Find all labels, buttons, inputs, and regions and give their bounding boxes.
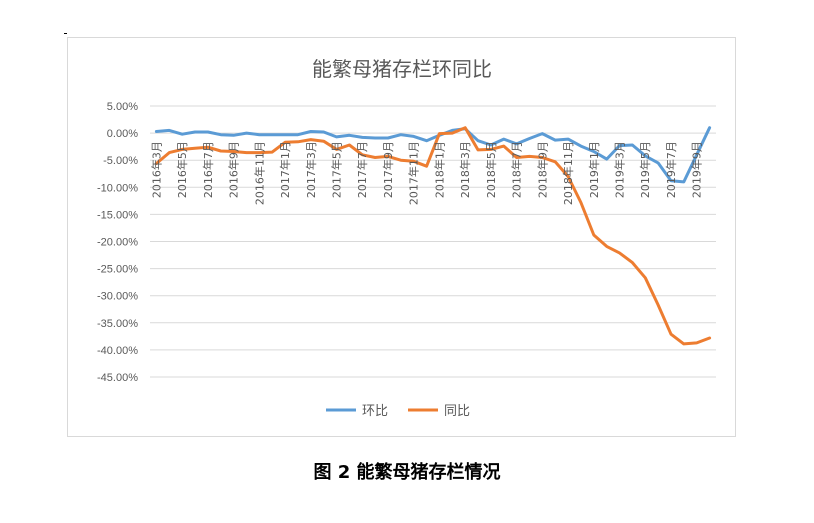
x-tick-label: 2019年9月	[690, 141, 704, 198]
legend-label-1: 环比	[362, 404, 388, 419]
legend-label-2: 同比	[444, 404, 470, 419]
x-tick-label: 2018年1月	[432, 141, 446, 198]
x-tick-label: 2016年5月	[175, 141, 189, 198]
chart-title: 能繁母猪存栏环同比	[312, 57, 492, 81]
y-tick-label: -5.00%	[103, 155, 138, 167]
x-tick-label: 2017年11月	[407, 141, 421, 205]
x-tick-label: 2019年7月	[664, 141, 678, 198]
x-tick-label: 2016年3月	[149, 141, 163, 198]
y-tick-label: 0.00%	[107, 128, 138, 140]
figure-caption: 图 2 能繁母猪存栏情况	[313, 462, 501, 483]
x-tick-label: 2019年3月	[613, 141, 627, 198]
y-tick-label: -30.00%	[97, 291, 138, 303]
x-tick-label: 2017年3月	[304, 141, 318, 198]
x-tick-label: 2017年5月	[330, 141, 344, 198]
corner-mark	[64, 33, 67, 34]
y-tick-label: -25.00%	[97, 264, 138, 276]
y-tick-label: 5.00%	[107, 101, 138, 113]
series-line-2	[154, 126, 712, 346]
y-tick-label: -10.00%	[97, 182, 138, 194]
x-tick-label: 2017年9月	[381, 141, 395, 198]
line-chart: 能繁母猪存栏环同比 5.00% 0.00% -5.00% -10.00% -15.00% -…	[97, 57, 716, 419]
x-tick-label: 2017年1月	[278, 141, 292, 198]
y-tick-label: -45.00%	[97, 372, 138, 384]
x-tick-label: 2016年11月	[252, 141, 266, 205]
x-tick-label: 2018年9月	[535, 141, 549, 198]
x-tick-label: 2018年3月	[458, 141, 472, 198]
x-tick-label: 2018年5月	[484, 141, 498, 198]
y-tick-label: -40.00%	[97, 345, 138, 357]
y-tick-label: -35.00%	[97, 318, 138, 330]
x-tick-label: 2019年1月	[587, 141, 601, 198]
series-line-1	[154, 126, 712, 184]
x-tick-label: 2017年7月	[355, 141, 369, 198]
x-tick-label: 2018年7月	[510, 141, 524, 198]
chart-frame: 能繁母猪存栏环同比 5.00% 0.00% -5.00% -10.00% -15.00% -…	[67, 37, 736, 437]
x-tick-label: 2019年5月	[638, 141, 652, 198]
y-tick-label: -15.00%	[97, 209, 138, 221]
y-tick-label: -20.00%	[97, 237, 138, 249]
x-tick-label: 2016年7月	[201, 141, 215, 198]
x-tick-label: 2016年9月	[227, 141, 241, 198]
x-tick-label: 2018年11月	[561, 141, 575, 205]
